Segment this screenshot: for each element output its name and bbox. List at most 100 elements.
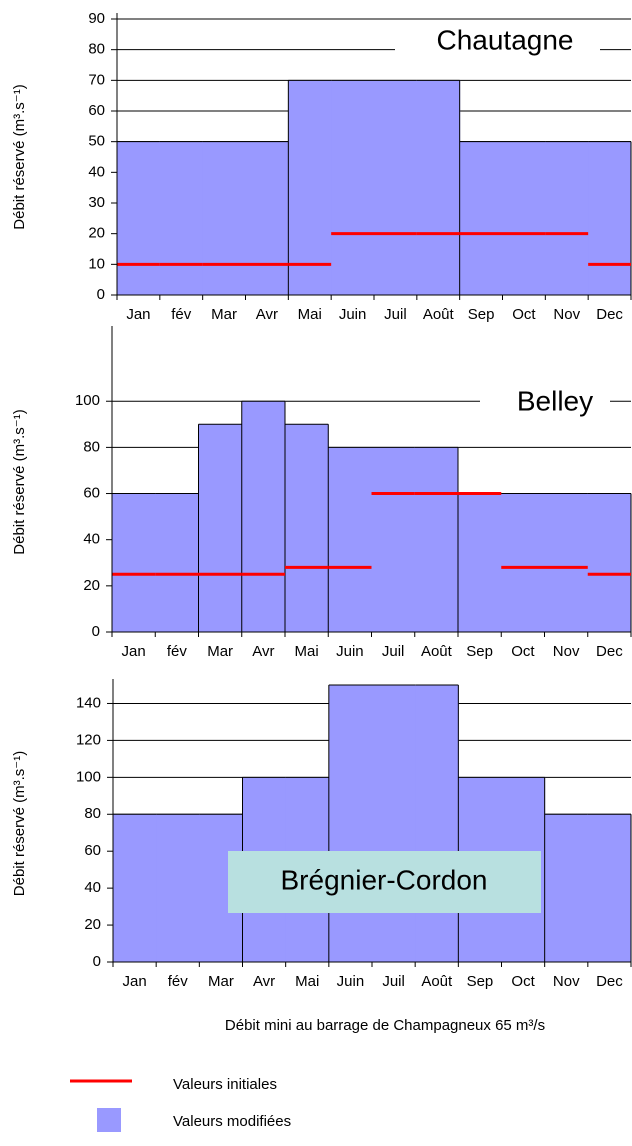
y-tick-label: 90 [88, 10, 105, 27]
y-tick-label: 40 [84, 879, 101, 896]
y-tick-label: 50 [88, 133, 105, 150]
bar [502, 141, 546, 295]
x-tick-label: Avr [252, 643, 274, 660]
bar [198, 424, 243, 632]
x-tick-label: fév [168, 973, 189, 990]
y-axis-label: Débit réservé (m³.s⁻¹) [11, 409, 28, 554]
x-tick-label: Sep [468, 306, 495, 323]
x-tick-label: Nov [553, 306, 580, 323]
bar [245, 141, 289, 295]
bar [544, 814, 589, 962]
x-tick-label: Jan [126, 306, 150, 323]
x-tick-label: Mar [207, 643, 233, 660]
bar [288, 80, 332, 295]
chart-title: Belley [517, 385, 593, 416]
x-tick-label: Mar [211, 306, 237, 323]
chart-title: Chautagne [436, 24, 573, 55]
legend-swatch [97, 1108, 121, 1132]
bar [155, 493, 199, 632]
x-tick-label: Juil [384, 306, 407, 323]
y-tick-label: 20 [88, 225, 105, 242]
x-tick-label: Dec [596, 643, 623, 660]
x-tick-label: Juil [382, 973, 405, 990]
x-tick-label: Jan [122, 643, 146, 660]
x-tick-label: Oct [511, 973, 535, 990]
x-tick-label: Août [421, 973, 453, 990]
bar [372, 685, 416, 962]
x-tick-label: Dec [596, 973, 623, 990]
x-tick-label: Août [423, 306, 455, 323]
x-tick-label: Mar [208, 973, 234, 990]
bar [459, 141, 503, 295]
x-tick-label: Juin [337, 973, 365, 990]
legend-label: Valeurs initiales [173, 1076, 277, 1093]
x-tick-label: Mai [298, 306, 322, 323]
x-tick-label: Jan [122, 973, 146, 990]
bar [544, 493, 589, 632]
chart-title: Brégnier-Cordon [281, 864, 488, 895]
bar [285, 424, 329, 632]
bar [501, 493, 545, 632]
x-tick-label: Juin [336, 643, 364, 660]
x-tick-label: Oct [511, 643, 535, 660]
bar [202, 141, 246, 295]
bar [328, 685, 373, 962]
y-tick-label: 0 [97, 286, 105, 303]
bar [159, 141, 204, 295]
bar [156, 814, 200, 962]
y-tick-label: 0 [93, 953, 101, 970]
x-tick-label: Oct [512, 306, 536, 323]
bar [414, 447, 459, 632]
bar [112, 493, 156, 632]
x-tick-label: Mai [295, 973, 319, 990]
y-tick-label: 100 [76, 768, 101, 785]
bar [416, 80, 461, 295]
x-tick-label: Juil [382, 643, 405, 660]
bar [241, 401, 286, 632]
title-box [228, 851, 541, 913]
bar [415, 685, 459, 962]
bar [374, 80, 418, 295]
y-tick-label: 70 [88, 71, 105, 88]
bar [587, 493, 632, 632]
y-tick-label: 20 [83, 577, 100, 594]
x-tick-label: Avr [253, 973, 275, 990]
x-tick-label: Juin [339, 306, 367, 323]
x-tick-label: Nov [553, 973, 580, 990]
x-tick-label: Août [421, 643, 453, 660]
y-tick-label: 40 [88, 163, 105, 180]
y-axis-label: Débit réservé (m³.s⁻¹) [11, 84, 28, 229]
y-tick-label: 60 [88, 102, 105, 119]
bar [328, 447, 372, 632]
y-tick-label: 60 [83, 485, 100, 502]
x-tick-label: Dec [596, 306, 623, 323]
x-tick-label: fév [171, 306, 192, 323]
bar [117, 141, 161, 295]
y-axis-label: Débit réservé (m³.s⁻¹) [11, 751, 28, 896]
x-tick-label: Mai [295, 643, 319, 660]
title-box [395, 20, 600, 62]
bar [458, 493, 502, 632]
y-tick-label: 0 [92, 623, 100, 640]
y-tick-label: 40 [83, 531, 100, 548]
y-tick-label: 80 [83, 438, 100, 455]
bar [587, 814, 632, 962]
caption: Débit mini au barrage de Champagneux 65 … [225, 1017, 545, 1034]
x-tick-label: Avr [256, 306, 278, 323]
bar [331, 80, 375, 295]
y-tick-label: 30 [88, 194, 105, 211]
legend-label: Valeurs modifiées [173, 1113, 291, 1130]
bar [371, 447, 416, 632]
y-tick-label: 120 [76, 731, 101, 748]
bar [113, 814, 157, 962]
bar [545, 141, 589, 295]
y-tick-label: 80 [84, 805, 101, 822]
y-tick-label: 60 [84, 842, 101, 859]
y-tick-label: 20 [84, 916, 101, 933]
x-tick-label: Sep [467, 973, 494, 990]
y-tick-label: 80 [88, 41, 105, 58]
title-box [480, 386, 610, 422]
bar [588, 141, 632, 295]
x-tick-label: fév [167, 643, 188, 660]
